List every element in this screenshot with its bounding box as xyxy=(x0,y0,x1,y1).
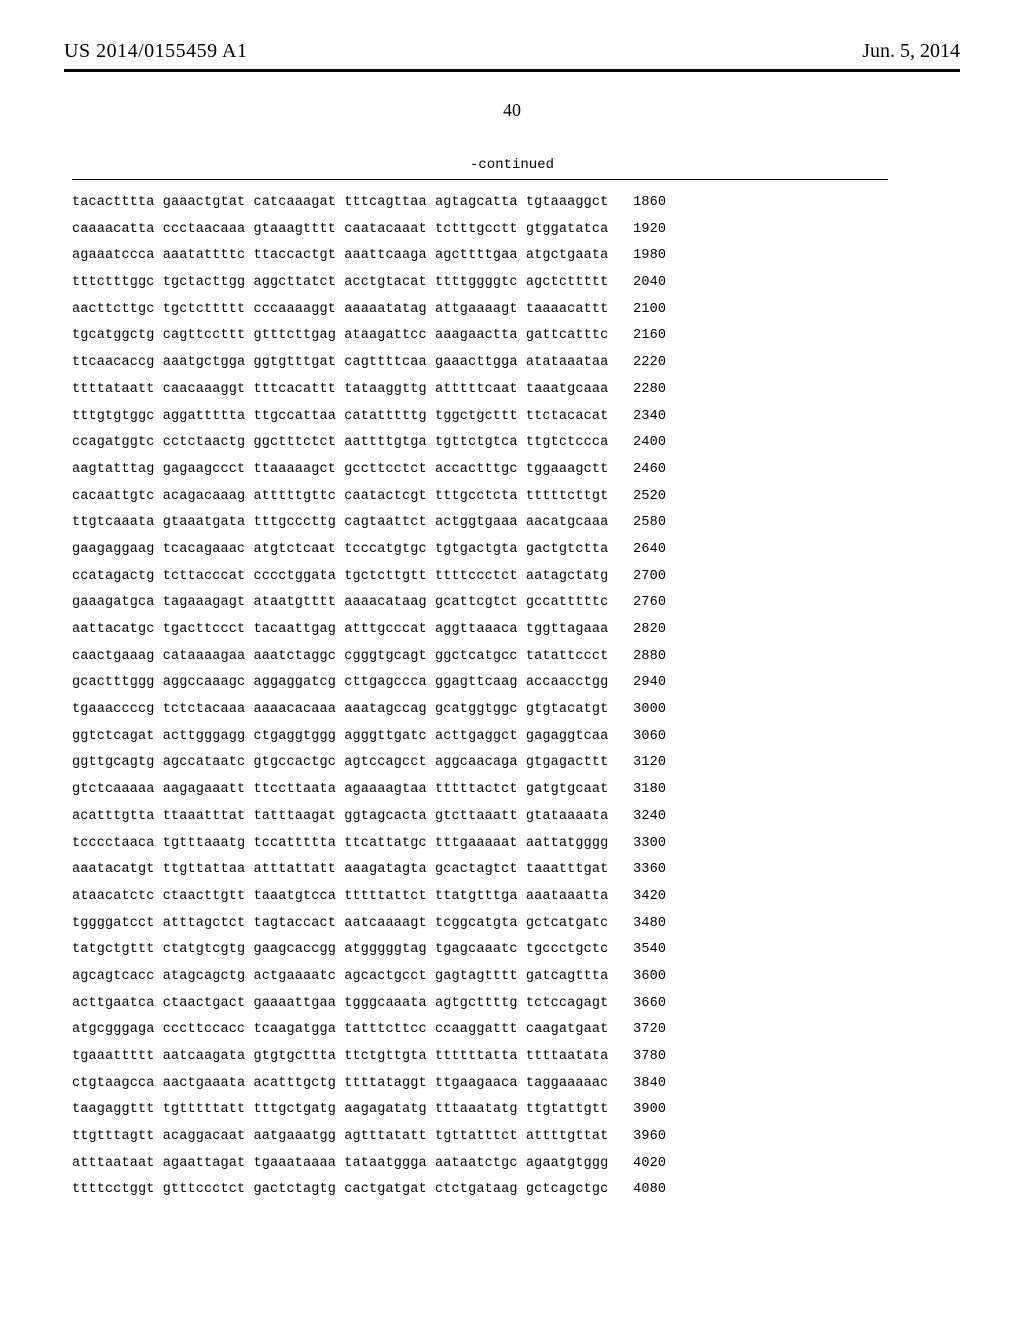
continued-label: -continued xyxy=(64,157,960,173)
sequence-line: atgcgggaga cccttccacc tcaagatgga tatttct… xyxy=(72,1023,960,1037)
sequence-line: tttgtgtggc aggattttta ttgccattaa catattt… xyxy=(72,410,960,424)
sequence-line: ttttcctggt gtttccctct gactctagtg cactgat… xyxy=(72,1183,960,1197)
sequence-line: tgcatggctg cagttccttt gtttcttgag ataagat… xyxy=(72,329,960,343)
sequence-line: gcactttggg aggccaaagc aggaggatcg cttgagc… xyxy=(72,676,960,690)
header-row: US 2014/0155459 A1 Jun. 5, 2014 xyxy=(64,40,960,63)
sequence-line: acatttgtta ttaaatttat tatttaagat ggtagca… xyxy=(72,810,960,824)
publication-number: US 2014/0155459 A1 xyxy=(64,40,247,63)
sequence-line: atttaataat agaattagat tgaaataaaa tataatg… xyxy=(72,1157,960,1171)
sequence-line: ccatagactg tcttacccat cccctggata tgctctt… xyxy=(72,570,960,584)
sequence-line: aattacatgc tgacttccct tacaattgag atttgcc… xyxy=(72,623,960,637)
sequence-line: tgaaaccccg tctctacaaa aaaacacaaa aaatagc… xyxy=(72,703,960,717)
sequence-line: tcccctaaca tgtttaaatg tccattttta ttcatta… xyxy=(72,837,960,851)
sequence-listing: tacactttta gaaactgtat catcaaagat tttcagt… xyxy=(72,196,960,1197)
sequence-line: gtctcaaaaa aagagaaatt ttccttaata agaaaag… xyxy=(72,783,960,797)
sequence-line: gaaagatgca tagaaagagt ataatgtttt aaaacat… xyxy=(72,596,960,610)
page-root: US 2014/0155459 A1 Jun. 5, 2014 40 -cont… xyxy=(0,0,1024,1250)
sequence-line: ggtctcagat acttgggagg ctgaggtggg agggttg… xyxy=(72,730,960,744)
sequence-line: cacaattgtc acagacaaag atttttgttc caatact… xyxy=(72,490,960,504)
sequence-line: agcagtcacc atagcagctg actgaaaatc agcactg… xyxy=(72,970,960,984)
sequence-line: tggggatcct atttagctct tagtaccact aatcaaa… xyxy=(72,917,960,931)
sequence-line: tttctttggc tgctacttgg aggcttatct acctgta… xyxy=(72,276,960,290)
publication-date: Jun. 5, 2014 xyxy=(862,40,960,63)
sequence-line: aacttcttgc tgctcttttt cccaaaaggt aaaaata… xyxy=(72,303,960,317)
sequence-line: caaaacatta ccctaacaaa gtaaagtttt caataca… xyxy=(72,223,960,237)
sequence-line: ttttataatt caacaaaggt tttcacattt tataagg… xyxy=(72,383,960,397)
sequence-line: aagtatttag gagaagccct ttaaaaagct gccttcc… xyxy=(72,463,960,477)
sequence-rule-top xyxy=(72,179,888,180)
sequence-line: gaagaggaag tcacagaaac atgtctcaat tcccatg… xyxy=(72,543,960,557)
sequence-line: tatgctgttt ctatgtcgtg gaagcaccgg atggggg… xyxy=(72,943,960,957)
sequence-line: caactgaaag cataaaagaa aaatctaggc cgggtgc… xyxy=(72,650,960,664)
header-rule xyxy=(64,69,960,72)
sequence-line: agaaatccca aaatattttc ttaccactgt aaattca… xyxy=(72,249,960,263)
sequence-line: ttgtttagtt acaggacaat aatgaaatgg agtttat… xyxy=(72,1130,960,1144)
sequence-line: acttgaatca ctaactgact gaaaattgaa tgggcaa… xyxy=(72,997,960,1011)
sequence-line: ctgtaagcca aactgaaata acatttgctg ttttata… xyxy=(72,1077,960,1091)
page-number: 40 xyxy=(64,100,960,121)
sequence-line: aaatacatgt ttgttattaa atttattatt aaagata… xyxy=(72,863,960,877)
sequence-line: ggttgcagtg agccataatc gtgccactgc agtccag… xyxy=(72,756,960,770)
sequence-line: tgaaattttt aatcaagata gtgtgcttta ttctgtt… xyxy=(72,1050,960,1064)
sequence-line: ataacatctc ctaacttgtt taaatgtcca tttttat… xyxy=(72,890,960,904)
sequence-line: ttgtcaaata gtaaatgata tttgcccttg cagtaat… xyxy=(72,516,960,530)
sequence-line: tacactttta gaaactgtat catcaaagat tttcagt… xyxy=(72,196,960,210)
sequence-line: ccagatggtc cctctaactg ggctttctct aattttg… xyxy=(72,436,960,450)
sequence-line: taagaggttt tgtttttatt tttgctgatg aagagat… xyxy=(72,1103,960,1117)
sequence-line: ttcaacaccg aaatgctgga ggtgtttgat cagtttt… xyxy=(72,356,960,370)
